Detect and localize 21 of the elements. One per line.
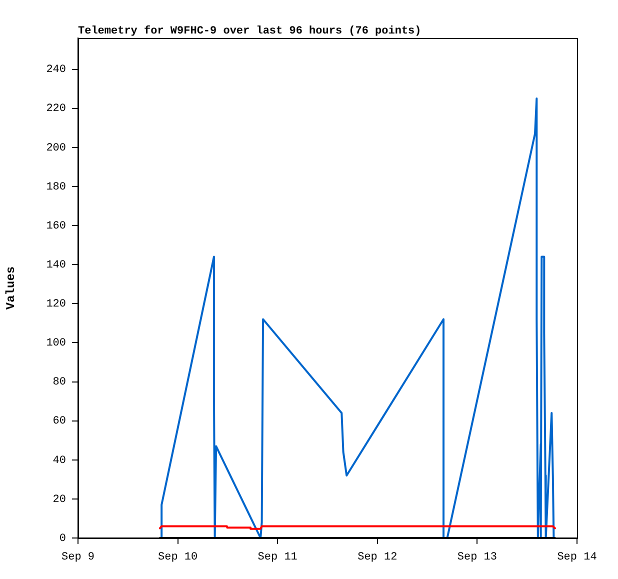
y-tick-label: 80 xyxy=(52,376,66,389)
y-tick-label: 140 xyxy=(46,259,66,272)
y-tick-label: 160 xyxy=(46,220,66,232)
y-tick-label: 60 xyxy=(52,416,66,428)
x-tick-label: Sep 11 xyxy=(258,552,298,564)
y-tick-label: 240 xyxy=(46,64,66,76)
x-tick-label: Sep 13 xyxy=(457,552,498,564)
x-tick-label: Sep 9 xyxy=(61,552,95,564)
y-tick-label: 40 xyxy=(52,454,66,467)
y-tick-label: 200 xyxy=(46,142,66,154)
y-tick-label: 120 xyxy=(46,298,66,311)
y-tick-label: 100 xyxy=(46,338,66,350)
x-tick-label: Sep 12 xyxy=(358,552,398,564)
y-axis-title: Values xyxy=(4,266,18,310)
y-tick-label: 180 xyxy=(46,181,66,194)
x-tick-label: Sep 10 xyxy=(158,552,198,564)
x-tick-label: Sep 14 xyxy=(557,552,598,564)
y-tick-label: 0 xyxy=(59,532,66,545)
y-tick-label: 220 xyxy=(46,103,66,116)
y-tick-label: 20 xyxy=(52,494,66,506)
chart-title: Telemetry for W9FHC-9 over last 96 hours (76 points) xyxy=(78,24,422,38)
